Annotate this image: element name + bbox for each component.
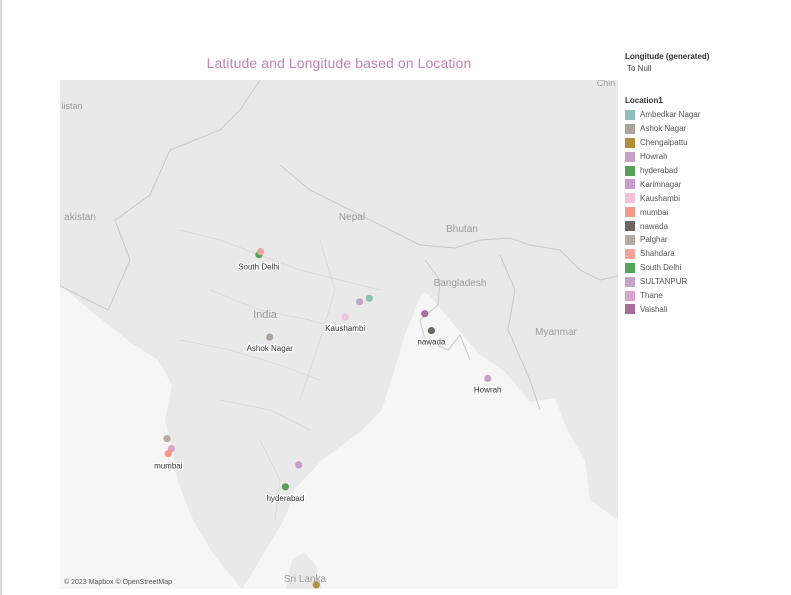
legend-label: Chengalpattu	[640, 138, 688, 148]
left-border	[0, 0, 2, 595]
border-myanmar	[499, 254, 541, 411]
legend-item[interactable]: South Delhi	[625, 261, 790, 275]
legend-item[interactable]: Howrah	[625, 150, 790, 164]
legend-swatch	[625, 151, 635, 162]
legend: Longitude (generated) To Null Location1 …	[625, 52, 790, 316]
place-label: akistan	[64, 212, 96, 223]
place-label: iistan	[61, 101, 82, 111]
legend-item[interactable]: hyderabad	[625, 164, 790, 178]
legend-label: Shahdara	[640, 249, 675, 259]
legend-label: Palghar	[640, 235, 668, 245]
location-point[interactable]	[312, 581, 320, 589]
point-label: Ashok Nagar	[247, 344, 294, 353]
point-label: mumbai	[154, 462, 183, 471]
place-label: India	[253, 309, 278, 321]
legend-swatch	[625, 221, 635, 232]
legend-swatch	[625, 304, 635, 315]
arabian-sea	[60, 285, 242, 589]
legend-swatch	[625, 290, 635, 301]
point-label: nawada	[417, 338, 446, 347]
legend-item[interactable]: nawada	[625, 219, 790, 233]
location-point[interactable]	[355, 298, 364, 306]
legend-item[interactable]: Ambedkar Nagar	[625, 108, 790, 122]
legend-item[interactable]: Chengalpattu	[625, 136, 790, 150]
legend-label: SULTANPUR	[640, 277, 688, 287]
legend-swatch	[625, 262, 635, 273]
border-china	[454, 237, 618, 281]
legend-label: Howrah	[640, 152, 668, 162]
legend-longitude-value[interactable]: To Null	[627, 64, 652, 73]
border-nepal	[279, 164, 456, 249]
legend-swatch	[625, 207, 635, 218]
map-attribution[interactable]: © 2023 Mapbox © OpenStreetMap	[64, 579, 172, 586]
location-point[interactable]	[164, 450, 172, 458]
location-point[interactable]	[341, 313, 349, 321]
map-canvas[interactable]: Nepal Bhutan Bangladesh India Myanmar Sri Lan…	[60, 80, 618, 589]
legend-swatch	[625, 248, 635, 259]
location-point[interactable]	[295, 461, 303, 469]
legend-label: nawada	[640, 221, 669, 231]
map-title: Latitude and Longitude based on Location	[206, 55, 472, 71]
legend-item[interactable]: Kaushambi	[625, 191, 790, 205]
legend-item[interactable]: mumbai	[625, 205, 790, 219]
location-point[interactable]	[281, 483, 289, 491]
legend-swatch	[625, 276, 635, 287]
point-label: South Delhi	[238, 263, 280, 272]
legend-label: mumbai	[640, 207, 669, 217]
legend-item[interactable]: Ashok Nagar	[625, 122, 790, 136]
point-label: hyderabad	[266, 494, 304, 503]
location-point[interactable]	[163, 435, 171, 443]
border-pakistan	[60, 80, 261, 311]
legend-item[interactable]: Karimnagar	[625, 177, 790, 191]
location-point[interactable]	[365, 294, 373, 302]
place-label: Chin	[597, 80, 616, 88]
legend-label: hyderabad	[640, 166, 678, 175]
legend-list: Ambedkar Nagar Ashok Nagar Chengalpattu How…	[625, 108, 790, 316]
legend-item[interactable]: Vaishali	[625, 302, 790, 316]
legend-label: South Delhi	[640, 263, 682, 273]
legend-item[interactable]: Thane	[625, 289, 790, 303]
sri-lanka-land	[286, 552, 322, 589]
border-bangladesh	[419, 259, 471, 361]
place-label: Bangladesh	[434, 278, 487, 289]
legend-swatch	[625, 109, 635, 120]
bay-of-bengal	[242, 292, 618, 589]
state-borders	[179, 229, 381, 521]
legend-item[interactable]: Shahdara	[625, 247, 790, 261]
legend-item[interactable]: SULTANPUR	[625, 275, 790, 289]
place-label: Myanmar	[535, 327, 577, 338]
legend-swatch	[625, 165, 635, 176]
location-point[interactable]	[257, 248, 265, 256]
legend-swatch	[625, 234, 635, 245]
legend-label: Karimnagar	[640, 179, 682, 189]
location-point[interactable]	[266, 333, 274, 341]
legend-swatch	[625, 193, 635, 204]
legend-swatch	[625, 123, 635, 134]
legend-label: Kaushambi	[640, 193, 681, 203]
legend-label: Ambedkar Nagar	[640, 110, 701, 120]
location-point[interactable]	[421, 310, 429, 318]
legend-location-title: Location1	[625, 96, 663, 105]
location-point[interactable]	[484, 374, 492, 382]
place-label: Bhutan	[446, 224, 478, 235]
point-label: Kaushambi	[325, 324, 365, 333]
place-label: Nepal	[339, 212, 365, 223]
legend-label: Ashok Nagar	[640, 124, 687, 134]
legend-item[interactable]: Palghar	[625, 233, 790, 247]
legend-longitude-title: Longitude (generated)	[625, 52, 710, 61]
legend-swatch	[625, 137, 635, 148]
place-label: Sri Lanka	[284, 574, 327, 585]
legend-label: Vaishali	[640, 304, 668, 314]
map-view[interactable]: Nepal Bhutan Bangladesh India Myanmar Sri Lan…	[60, 80, 618, 589]
point-label: Howrah	[474, 385, 502, 394]
legend-label: Thane	[640, 291, 663, 301]
legend-swatch	[625, 179, 635, 190]
location-point[interactable]	[427, 327, 435, 335]
